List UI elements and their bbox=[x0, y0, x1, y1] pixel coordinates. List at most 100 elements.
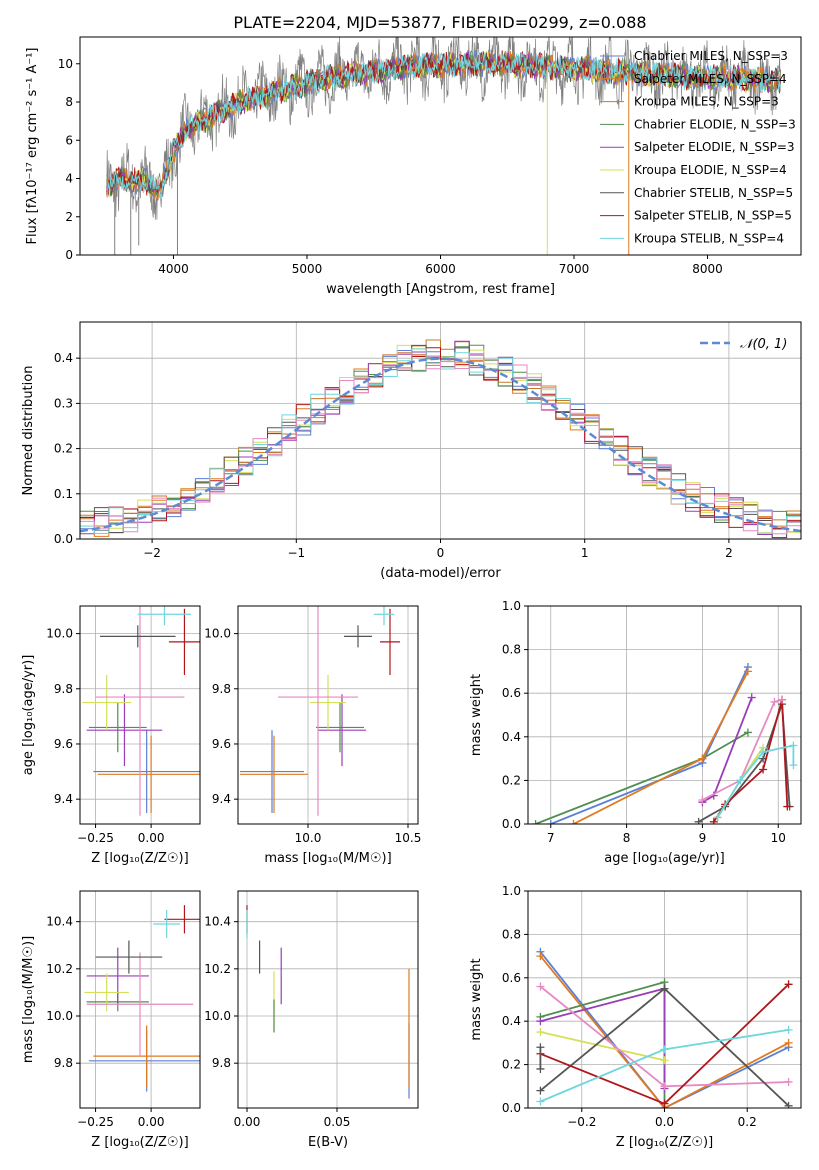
weight-marker-pink bbox=[770, 697, 779, 706]
plot-area-weight_vs_z bbox=[536, 947, 793, 1108]
y-tick-label: 10.0 bbox=[204, 1009, 231, 1023]
y-tick-label: 10.2 bbox=[46, 962, 73, 976]
x-axis-label: wavelength [Angstrom, rest frame] bbox=[326, 282, 555, 297]
weight-line-chabrier_miles bbox=[550, 666, 749, 824]
x-axis-label: Z [log₁₀(Z/Z☉)] bbox=[91, 1135, 188, 1150]
weight-marker-salpeter_miles bbox=[536, 952, 545, 961]
legend-label-salpeter_miles: Salpeter MILES, N_SSP=4 bbox=[634, 72, 787, 86]
plot-area-weight_vs_age bbox=[531, 663, 798, 824]
y-axis-label: Normed distribution bbox=[21, 366, 36, 496]
weight-marker-chabrier_stelib bbox=[784, 1101, 793, 1108]
y-tick-label: 6 bbox=[65, 133, 73, 147]
legend-label-kroupa_elodie: Kroupa ELODIE, N_SSP=4 bbox=[634, 163, 787, 177]
weight-marker-salpeter_stelib bbox=[709, 817, 718, 824]
weight-marker-kroupa_elodie bbox=[660, 1056, 669, 1065]
weight-marker-pink bbox=[536, 982, 545, 991]
weight-marker-salpeter_stelib bbox=[660, 1099, 669, 1108]
weight-marker-salpeter_miles bbox=[743, 667, 752, 676]
x-axis-label: Z [log₁₀(Z/Z☉)] bbox=[91, 851, 188, 866]
weight-marker-salpeter_stelib bbox=[759, 765, 768, 774]
x-tick-label: −0.25 bbox=[77, 1115, 114, 1129]
x-axis-label: Z [log₁₀(Z/Z☉)] bbox=[616, 1135, 713, 1150]
plot-area-residuals bbox=[80, 339, 801, 539]
y-tick-label: 10.4 bbox=[46, 915, 73, 929]
x-tick-label: 10.5 bbox=[395, 831, 422, 845]
y-tick-label: 1.0 bbox=[502, 884, 521, 898]
weight-marker-kroupa_stelib bbox=[660, 1045, 669, 1054]
y-tick-label: 9.4 bbox=[212, 792, 231, 806]
legend-label-chabrier_elodie: Chabrier ELODIE, N_SSP=3 bbox=[634, 117, 796, 131]
x-tick-label: −0.25 bbox=[77, 831, 114, 845]
y-tick-label: 0 bbox=[65, 248, 73, 262]
panel-mass_vs_z: −0.25 0.00 9.8 10.0 10.2 10.4 Z [log₁₀(Z/Z☉)] m… bbox=[21, 890, 201, 1150]
panel-weight_vs_z: −0.2 0.0 0.2 0.0 0.2 0.4 0.6 0.8 1.0 Z [log₁₀(Z/Z… bbox=[469, 884, 802, 1150]
weight-marker-kroupa_stelib bbox=[784, 1025, 793, 1034]
weight-marker-chabrier_stelib bbox=[694, 817, 703, 824]
x-tick-label: 7000 bbox=[559, 262, 590, 276]
y-tick-label: 0.0 bbox=[502, 817, 521, 831]
weight-marker-salpeter_elodie bbox=[536, 1017, 545, 1026]
axes-frame bbox=[79, 605, 201, 825]
y-tick-label: 9.8 bbox=[54, 1056, 73, 1070]
legend-label-kroupa_stelib: Kroupa STELIB, N_SSP=4 bbox=[634, 231, 784, 245]
spectrum-model-line-kroupa_stelib bbox=[106, 50, 781, 199]
weight-marker-kroupa_stelib bbox=[536, 1097, 545, 1106]
x-tick-label: 9 bbox=[699, 831, 707, 845]
panel-age_vs_z: −0.25 0.00 9.4 9.6 9.8 10.0 Z [log₁₀(Z/Z☉)] age… bbox=[21, 605, 201, 866]
x-tick-label: 7 bbox=[547, 831, 555, 845]
legend-label-salpeter_stelib: Salpeter STELIB, N_SSP=5 bbox=[634, 209, 792, 223]
weight-marker-chabrier_miles bbox=[546, 820, 555, 824]
weight-marker-pink bbox=[784, 1077, 793, 1086]
x-tick-label: 0.0 bbox=[655, 1115, 674, 1129]
x-tick-label: −1 bbox=[287, 546, 305, 560]
y-tick-label: 0.0 bbox=[54, 532, 73, 546]
y-axis-label: mass [log₁₀(M/M☉)] bbox=[21, 936, 36, 1063]
weight-marker-pink bbox=[778, 695, 787, 704]
y-tick-label: 0.4 bbox=[54, 351, 73, 365]
x-axis-label: (data-model)/error bbox=[380, 566, 501, 581]
weight-line-chabrier_elodie bbox=[535, 731, 749, 824]
weight-marker-salpeter_elodie bbox=[747, 693, 756, 702]
plot-area-age_vs_mass bbox=[240, 606, 400, 816]
y-tick-label: 0.2 bbox=[502, 1058, 521, 1072]
y-tick-label: 0.2 bbox=[54, 442, 73, 456]
y-axis-label: mass weight bbox=[469, 674, 484, 756]
weight-marker-pink bbox=[660, 1082, 669, 1091]
x-tick-label: 6000 bbox=[425, 262, 456, 276]
y-tick-label: 0.6 bbox=[502, 686, 521, 700]
y-tick-label: 0.4 bbox=[502, 730, 521, 744]
weight-line-pink bbox=[701, 698, 783, 801]
plot-area-mass_vs_z bbox=[84, 905, 200, 1092]
y-tick-label: 10 bbox=[58, 57, 73, 71]
y-tick-label: 9.6 bbox=[54, 737, 73, 751]
x-tick-label: 0 bbox=[437, 546, 445, 560]
y-tick-label: 1.0 bbox=[502, 599, 521, 613]
weight-marker-chabrier_stelib bbox=[536, 1086, 545, 1095]
panel-mass_vs_ebv: 0.00 0.05 9.8 10.0 10.2 10.4 E(B-V) bbox=[204, 890, 419, 1150]
legend-label-chabrier_stelib: Chabrier STELIB, N_SSP=5 bbox=[634, 186, 793, 200]
axes-frame bbox=[237, 890, 419, 1109]
x-tick-label: 0.00 bbox=[138, 831, 165, 845]
weight-marker-pink bbox=[698, 796, 707, 805]
x-axis-label: mass [log₁₀(M/M☉)] bbox=[264, 851, 391, 866]
x-axis-label: age [log₁₀(age/yr)] bbox=[604, 851, 725, 866]
x-tick-label: 10 bbox=[771, 831, 786, 845]
y-tick-label: 10.4 bbox=[204, 915, 231, 929]
x-tick-label: 8 bbox=[623, 831, 631, 845]
y-tick-label: 2 bbox=[65, 210, 73, 224]
histogram-step-pink bbox=[80, 353, 801, 539]
y-tick-label: 0.3 bbox=[54, 396, 73, 410]
panel-residuals: −2 −1 0 1 2 0.0 0.1 0.2 0.3 0.4 (data-model)/error… bbox=[21, 321, 802, 581]
weight-marker-kroupa_stelib bbox=[759, 748, 768, 757]
x-tick-label: 5000 bbox=[292, 262, 323, 276]
panel-weight_vs_age: 7 8 9 10 0.0 0.2 0.4 0.6 0.8 1.0 age [log₁₀(age/yr… bbox=[469, 599, 802, 866]
y-tick-label: 0.8 bbox=[502, 643, 521, 657]
x-tick-label: 8000 bbox=[692, 262, 723, 276]
y-tick-label: 10.0 bbox=[46, 627, 73, 641]
y-tick-label: 0.0 bbox=[502, 1101, 521, 1115]
x-tick-label: 0.2 bbox=[738, 1115, 757, 1129]
axes-frame bbox=[527, 605, 802, 825]
x-tick-label: 0.05 bbox=[324, 1115, 351, 1129]
axes-frame bbox=[79, 890, 201, 1109]
